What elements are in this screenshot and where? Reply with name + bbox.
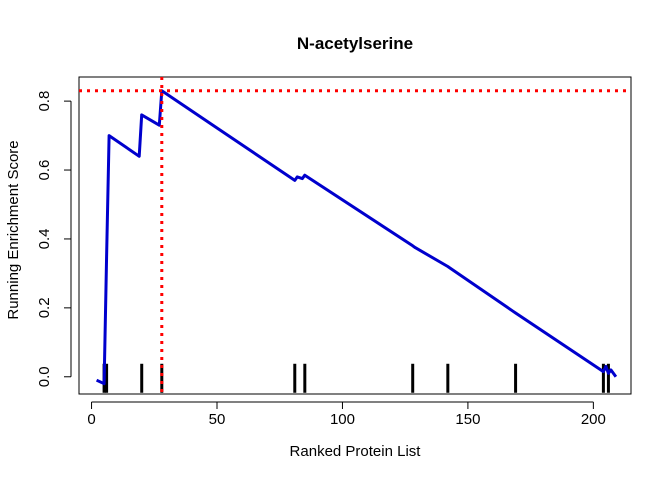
- x-tick-label: 150: [455, 411, 480, 428]
- series-layer: [95, 89, 618, 386]
- enrichment-score-line: [95, 89, 618, 386]
- x-tick-label: 0: [87, 411, 95, 428]
- hit-marks: [102, 363, 610, 393]
- y-tick-label: 0.0: [36, 366, 53, 387]
- x-tick-label: 200: [581, 411, 606, 428]
- x-tick-label: 100: [330, 411, 355, 428]
- peak-lines: [79, 77, 631, 394]
- axis-ticks: 0 50 100 150 200 0.0 0.2 0.4 0.6 0.8: [36, 91, 606, 428]
- y-tick-label: 0.6: [36, 160, 53, 181]
- x-tick-label: 50: [209, 411, 226, 428]
- y-axis-label: Running Enrichment Score: [5, 140, 22, 319]
- chart-title: N-acetylserine: [297, 34, 413, 53]
- x-axis-label: Ranked Protein List: [290, 443, 422, 460]
- plot-frame: [78, 76, 632, 395]
- y-tick-label: 0.8: [36, 91, 53, 112]
- y-tick-label: 0.4: [36, 229, 53, 250]
- y-tick-label: 0.2: [36, 297, 53, 318]
